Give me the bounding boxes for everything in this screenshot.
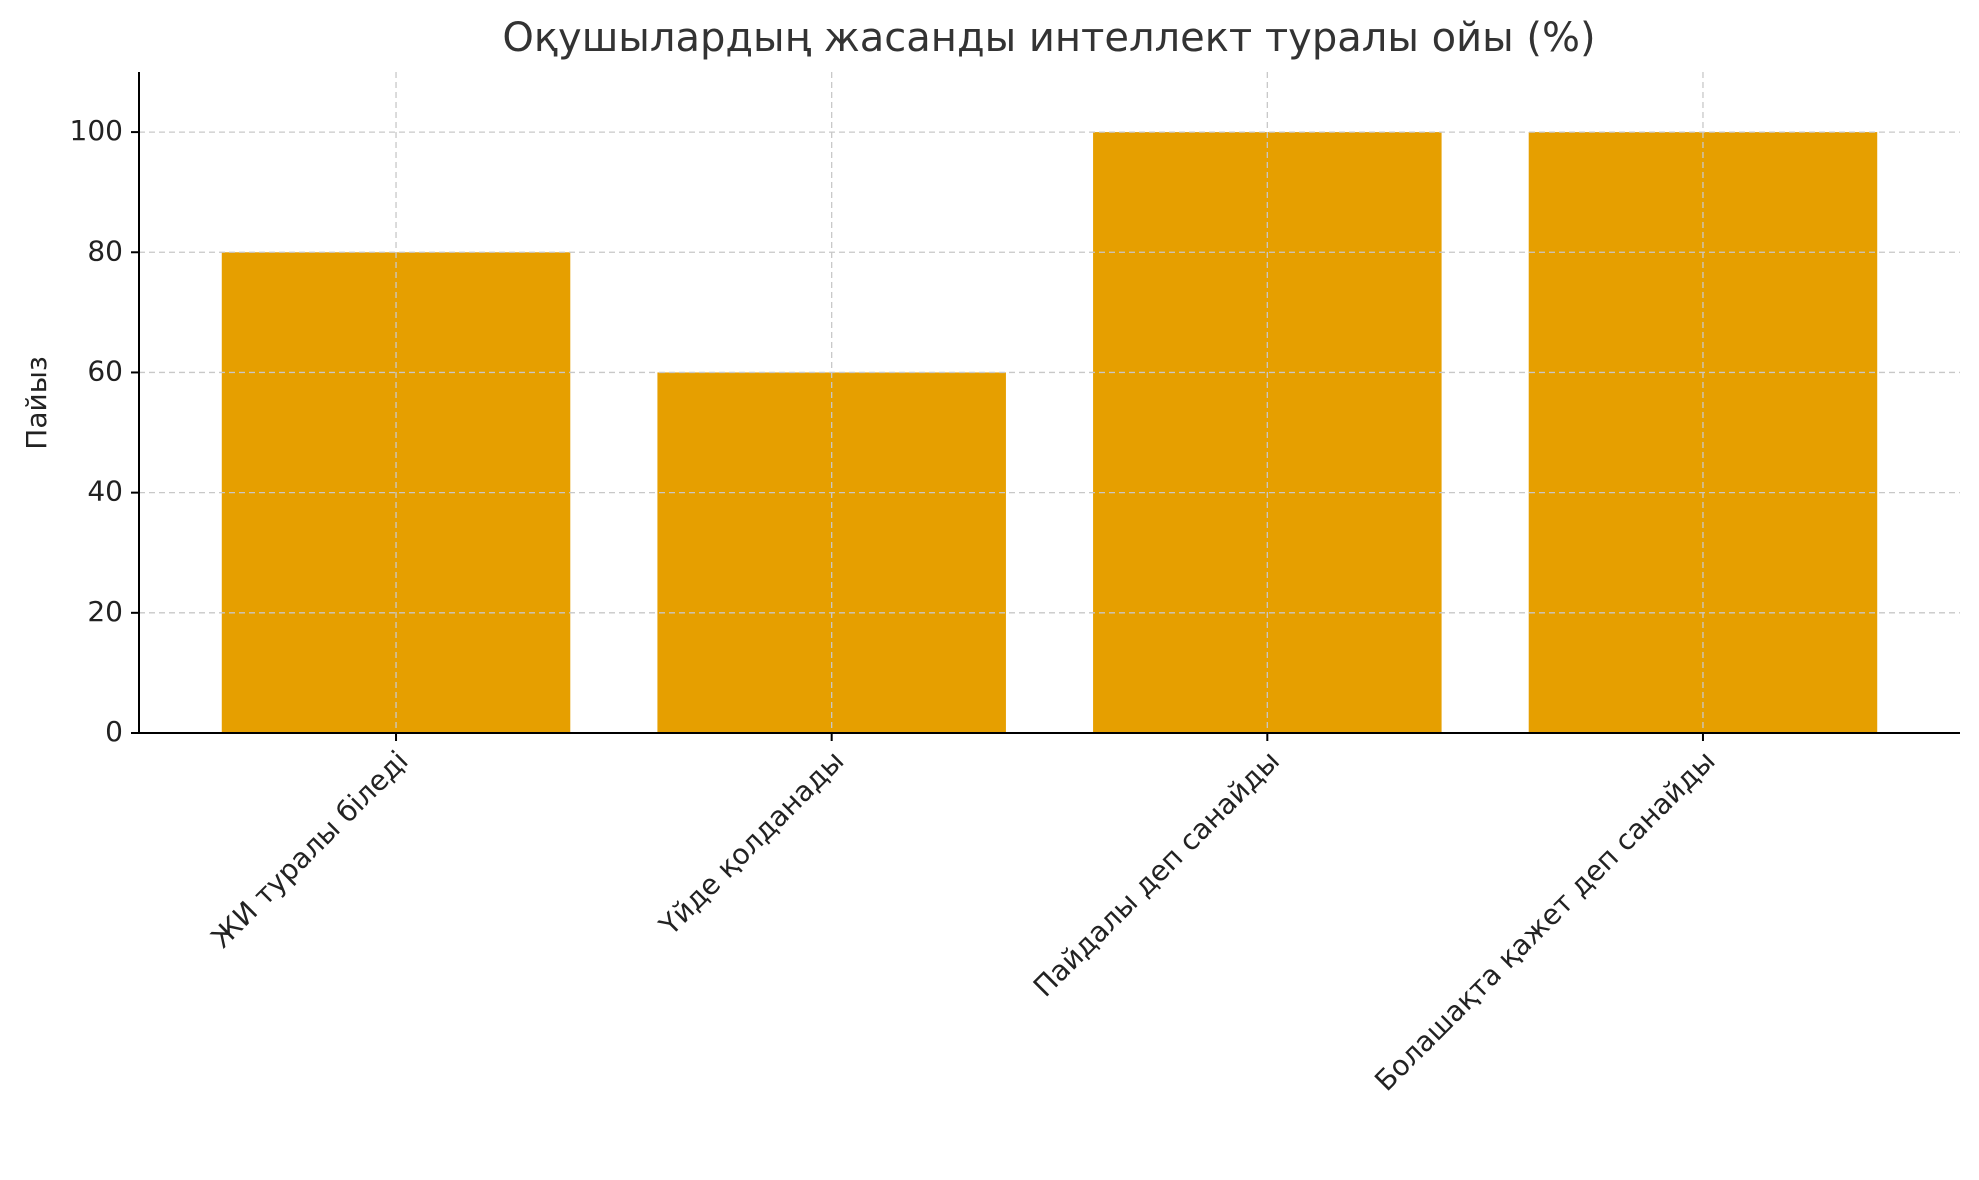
- y-tick-label: 20: [87, 595, 123, 628]
- x-tick-label: ЖИ туралы біледі: [205, 744, 415, 954]
- y-axis-label: Пайыз: [20, 356, 53, 449]
- y-tick-label: 0: [105, 715, 123, 748]
- x-tick-label: Болашақта қажет деп санайды: [1368, 744, 1721, 1097]
- y-tick-label: 40: [87, 475, 123, 508]
- chart-title: Оқушылардың жасанды интеллект туралы ойы…: [502, 15, 1595, 61]
- y-tick-label: 100: [70, 114, 123, 147]
- y-tick-label: 80: [87, 234, 123, 267]
- y-tick-label: 60: [87, 354, 123, 387]
- x-tick-label: Үйде қолданады: [652, 744, 850, 942]
- x-tick-label: Пайдалы деп санайды: [1027, 744, 1286, 1003]
